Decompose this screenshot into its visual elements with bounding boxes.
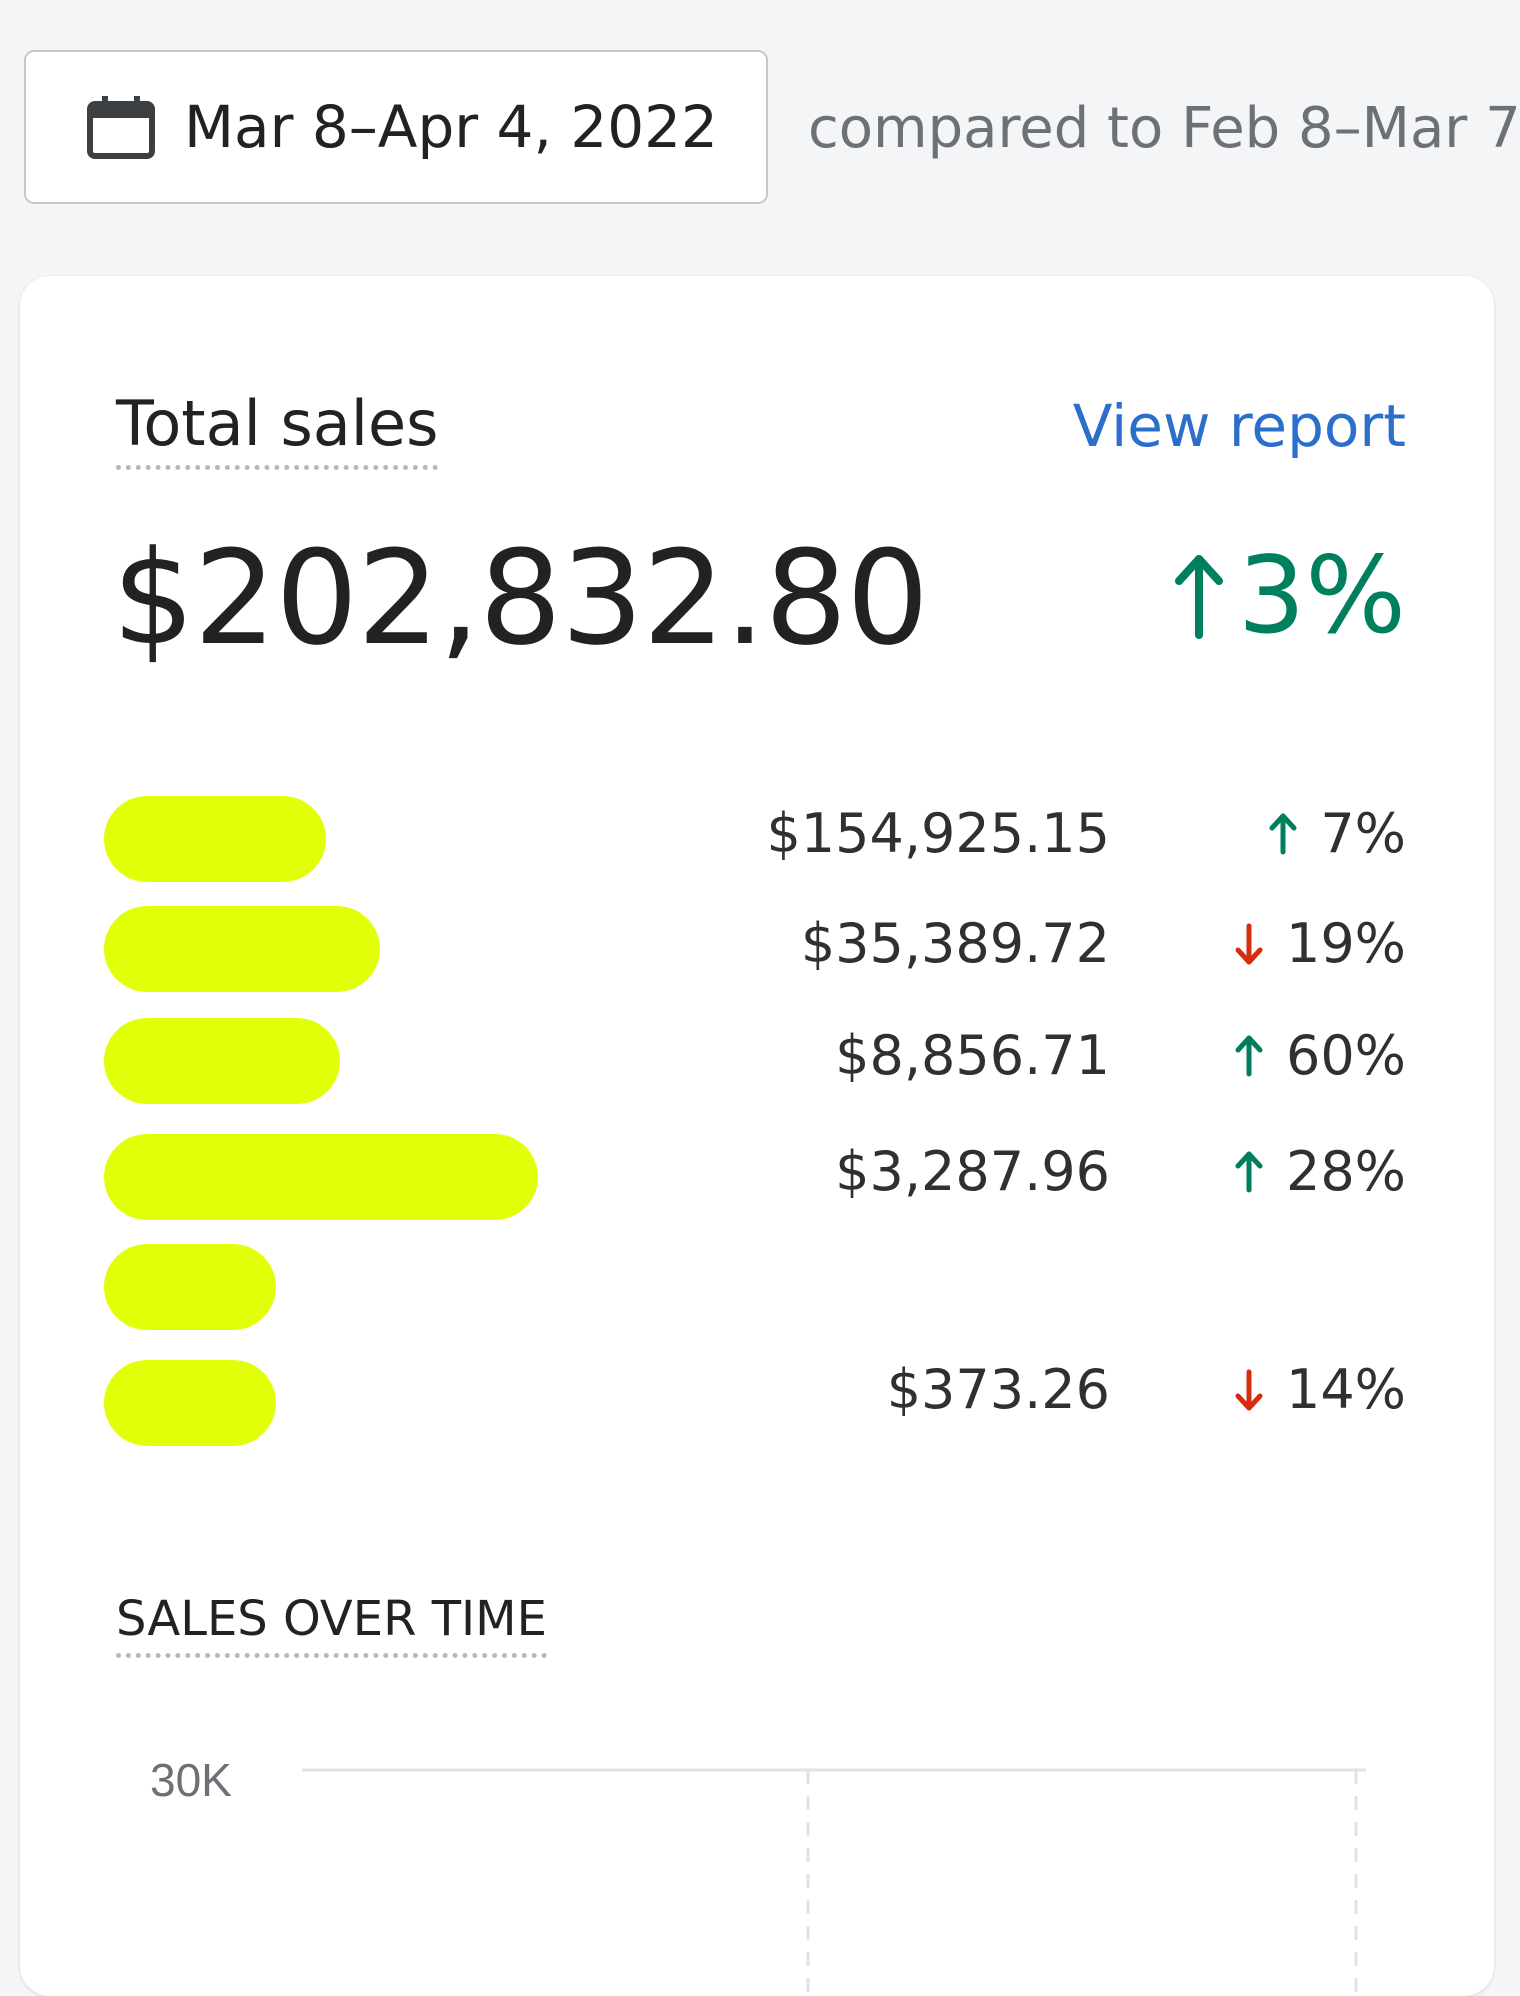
total-sales-card: Total sales View report $202,832.80 3% $… [20,276,1494,1996]
redacted-label [104,906,380,992]
breakdown-row [20,1244,1494,1334]
calendar-icon [87,96,155,159]
comparison-period-text: compared to Feb 8–Mar 7, [808,96,1520,161]
row-value: $154,925.15 [766,802,1110,865]
sales-over-time-chart: 30K [150,1754,1366,1996]
row-change-percent: 60% [1285,1024,1406,1087]
breakdown-row: $3,287.96 28% [20,1134,1494,1224]
row-change: 60% [1234,1024,1406,1087]
arrow-down-icon [1235,1369,1263,1410]
breakdown-row: $154,925.15 7% [20,796,1494,886]
card-title[interactable]: Total sales [116,388,439,471]
row-change-percent: 28% [1285,1140,1406,1203]
row-value: $373.26 [886,1358,1110,1421]
total-change-percent: 3% [1237,534,1406,657]
row-change-percent: 14% [1285,1358,1406,1421]
arrow-up-icon [1235,1035,1263,1076]
row-value: $3,287.96 [835,1140,1110,1203]
breakdown-row: $35,389.72 19% [20,906,1494,996]
y-axis-tick-label: 30K [150,1754,232,1806]
arrow-up-icon [1174,554,1223,639]
redacted-label [104,1134,538,1220]
view-report-link[interactable]: View report [1072,392,1406,460]
redacted-label [104,1244,276,1330]
total-sales-change: 3% [1174,534,1406,657]
redacted-label [104,796,326,882]
row-change: 28% [1234,1140,1406,1203]
arrow-up-icon [1269,813,1297,854]
total-sales-value: $202,832.80 [112,522,929,674]
redacted-label [104,1360,276,1446]
breakdown-row: $373.26 14% [20,1358,1494,1450]
date-range-picker-button[interactable]: Mar 8–Apr 4, 2022 [24,50,768,204]
row-value: $8,856.71 [835,1024,1110,1087]
arrow-up-icon [1235,1151,1263,1192]
row-change: 14% [1234,1358,1406,1421]
row-change-percent: 7% [1320,802,1406,865]
redacted-label [104,1018,340,1104]
row-change-percent: 19% [1285,912,1406,975]
row-change: 7% [1268,802,1406,865]
breakdown-row: $8,856.71 60% [20,1018,1494,1108]
row-change: 19% [1234,912,1406,975]
date-range-label: Mar 8–Apr 4, 2022 [184,93,718,161]
sales-over-time-title[interactable]: SALES OVER TIME [116,1591,547,1659]
row-value: $35,389.72 [800,912,1110,975]
arrow-down-icon [1235,923,1263,964]
